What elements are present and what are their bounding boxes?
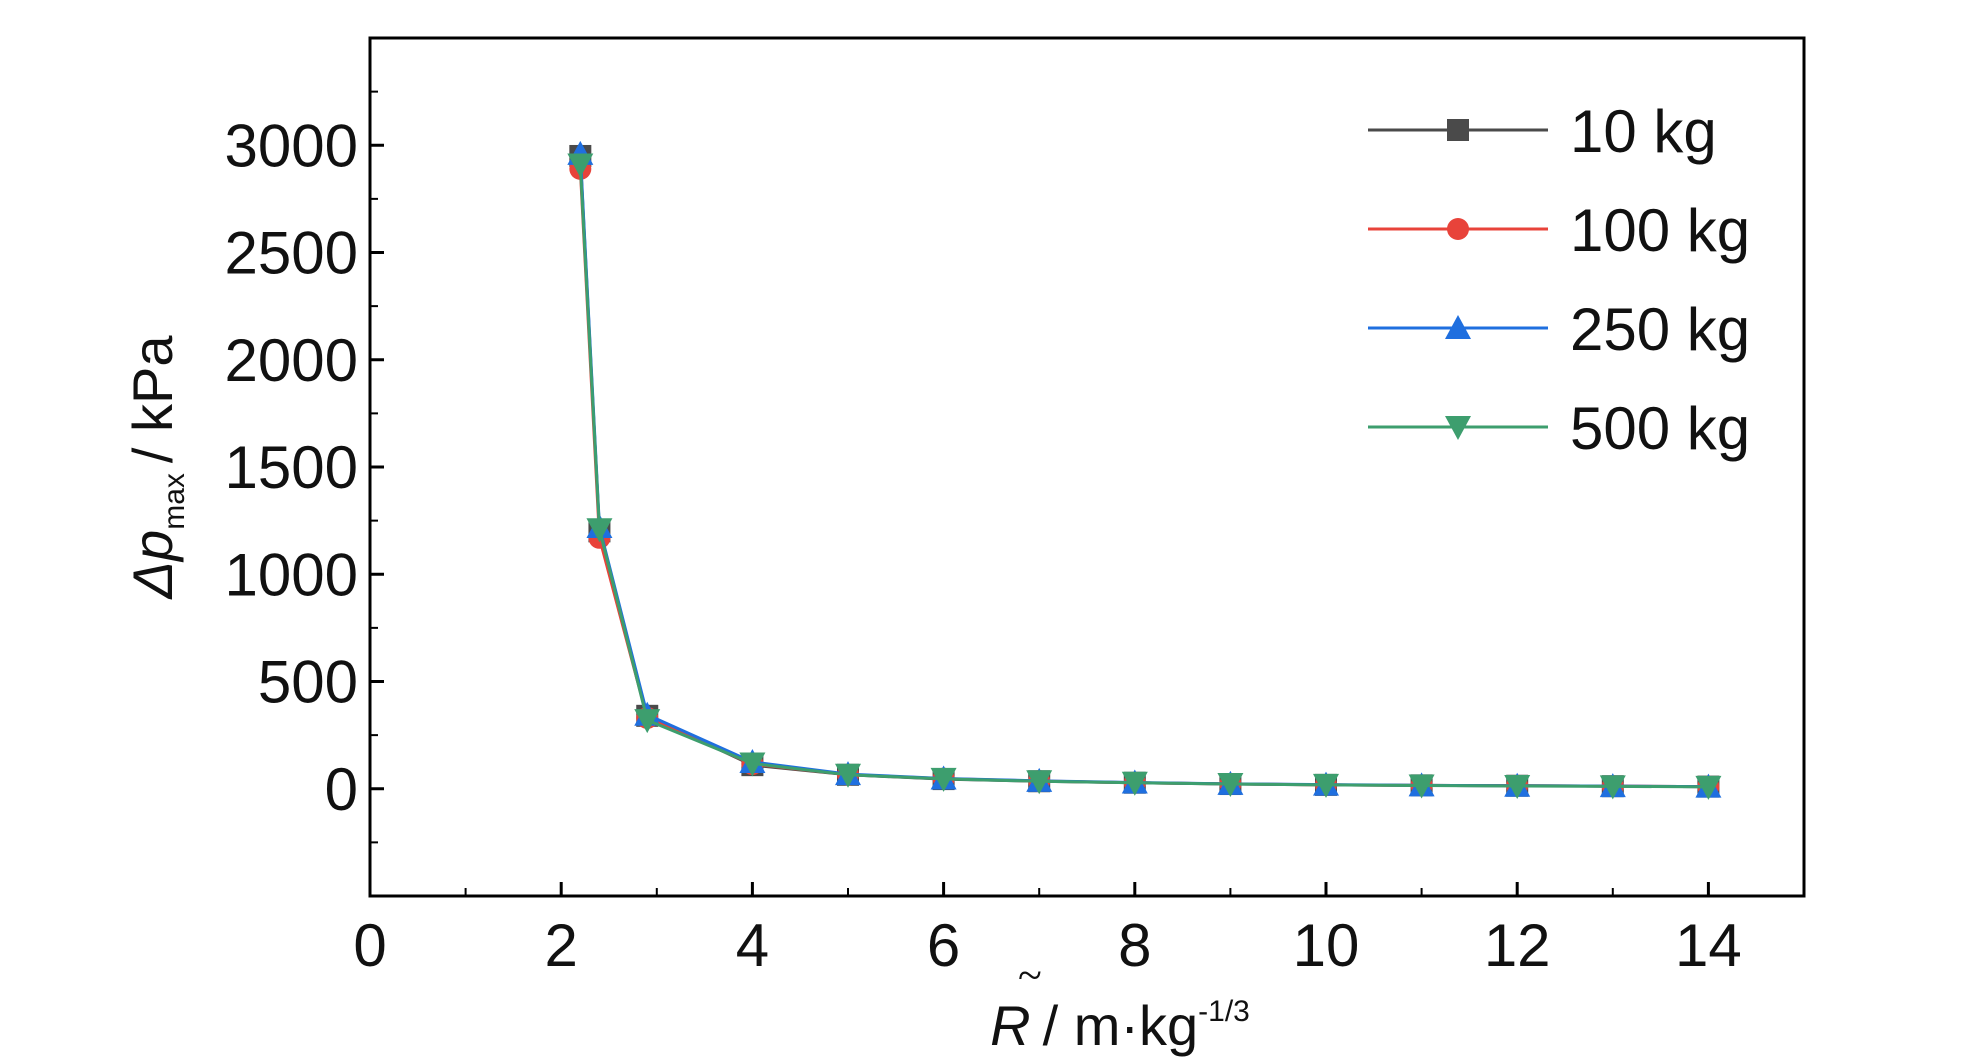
y-axis-title-subscript: max: [158, 473, 191, 530]
y-tick-label: 1000: [225, 541, 358, 608]
y-tick-label: 0: [325, 756, 358, 823]
x-axis-title: R / m·kg-1/3: [990, 994, 1250, 1057]
x-minor-ticks: [464, 888, 1805, 896]
x-tick-label: 0: [353, 912, 386, 979]
y-tick-label: 3000: [225, 112, 358, 179]
y-tick-label: 2500: [225, 220, 358, 287]
data-point: [1504, 774, 1531, 799]
data-point: [1121, 771, 1148, 796]
data-point: [739, 752, 766, 777]
legend-marker: [1445, 416, 1471, 440]
y-tick-label: 2000: [225, 327, 358, 394]
y-tick-label: 500: [258, 649, 358, 716]
legend-label: 250 kg: [1570, 296, 1750, 363]
x-tick-label: 8: [1118, 912, 1151, 979]
x-tick-label: 6: [927, 912, 960, 979]
legend: 10 kg 100 kg 250 kg 500 kg: [1368, 98, 1750, 462]
y-axis-title: Δpmax / kPa: [121, 335, 191, 601]
legend-marker: [1447, 218, 1469, 240]
x-tick-label: 14: [1675, 912, 1742, 979]
legend-item: 100 kg: [1368, 197, 1750, 264]
series-line: [578, 164, 1709, 789]
legend-marker: [1445, 315, 1471, 339]
legend-item: 500 kg: [1368, 395, 1750, 462]
x-axis-title-tilde: ~: [1018, 951, 1042, 1000]
x-axis-title-symbol: R: [990, 994, 1030, 1057]
legend-label: 500 kg: [1570, 395, 1750, 462]
data-point: [1695, 775, 1722, 800]
data-point: [567, 153, 594, 178]
x-tick-label: 2: [545, 912, 578, 979]
plot-frame: [368, 36, 1806, 898]
y-axis-title-unit: / kPa: [121, 335, 184, 463]
y-axis-ticks: 0 500 1000 1500 2000 2500 3000: [225, 112, 384, 823]
data-point: [1217, 773, 1244, 798]
y-minor-ticks: [370, 90, 378, 844]
series-layer: [567, 140, 1722, 800]
legend-marker: [1447, 119, 1469, 141]
x-tick-label: 10: [1293, 912, 1360, 979]
series-3: [567, 153, 1722, 800]
x-axis-title-exponent: -1/3: [1198, 995, 1250, 1028]
legend-label: 100 kg: [1570, 197, 1750, 264]
legend-label: 10 kg: [1570, 98, 1717, 165]
x-tick-label: 12: [1484, 912, 1551, 979]
data-point: [930, 767, 957, 792]
data-point: [586, 518, 613, 543]
x-axis-ticks: 0 2 4 6 8 10 12 14: [353, 882, 1742, 979]
data-point: [1599, 775, 1626, 800]
x-tick-label: 4: [736, 912, 769, 979]
legend-item: 250 kg: [1368, 296, 1750, 363]
data-point: [1408, 774, 1435, 799]
data-point: [1313, 773, 1339, 798]
y-axis-title-prefix: Δp: [121, 530, 184, 601]
x-axis-title-unit: / m·kg: [1043, 994, 1199, 1057]
y-tick-label: 1500: [225, 434, 358, 501]
data-point: [1026, 770, 1053, 795]
data-point: [835, 763, 861, 788]
data-point: [634, 709, 661, 734]
legend-item: 10 kg: [1368, 98, 1717, 165]
